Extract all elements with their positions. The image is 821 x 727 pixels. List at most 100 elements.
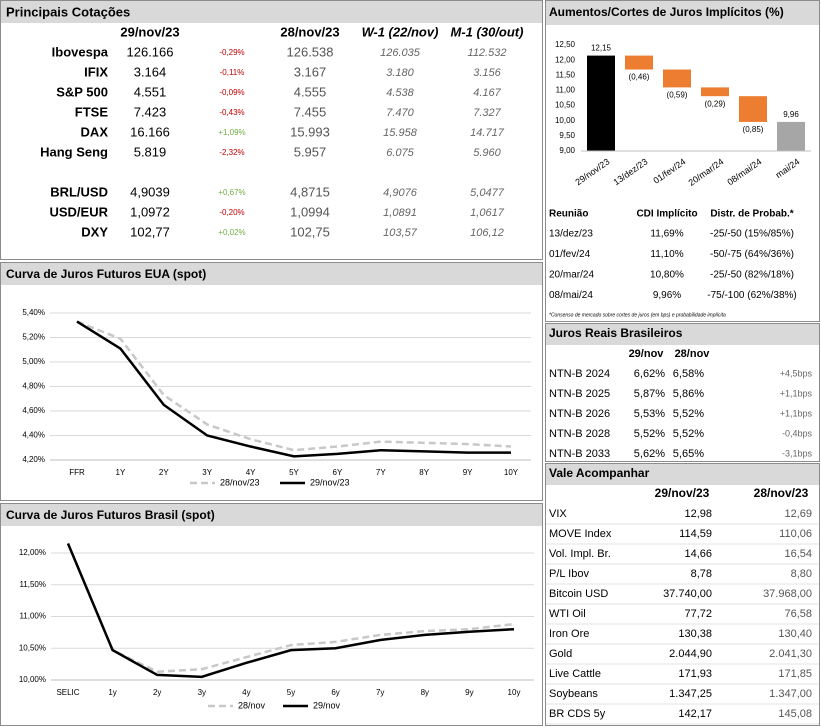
price: 4,9076 bbox=[383, 187, 418, 199]
y-tick-label: 5,40% bbox=[22, 308, 45, 317]
bar bbox=[663, 69, 691, 88]
x-tick-label: 1Y bbox=[116, 468, 126, 477]
row-label: Bitcoin USD bbox=[549, 588, 608, 600]
change: -0,20% bbox=[219, 208, 244, 217]
series-line bbox=[76, 320, 511, 458]
y-tick-label: 9,00 bbox=[559, 146, 575, 155]
row-label: Hang Seng bbox=[40, 144, 108, 159]
x-tick-label: 8y bbox=[421, 688, 429, 697]
cell: 8,78 bbox=[691, 568, 712, 580]
cell: 6,58% bbox=[673, 368, 704, 380]
cell: 20/mar/24 bbox=[549, 270, 594, 281]
price: 7.470 bbox=[386, 107, 414, 119]
panel bbox=[545, 0, 820, 322]
price: 5.819 bbox=[134, 144, 167, 159]
y-tick-label: 4,80% bbox=[22, 382, 45, 391]
y-tick-label: 5,00% bbox=[22, 357, 45, 366]
x-tick-label: 08/mai/24 bbox=[725, 156, 763, 187]
cell: 11,69% bbox=[650, 229, 683, 240]
value-label: 12,15 bbox=[591, 44, 612, 53]
price: 112.532 bbox=[468, 47, 507, 59]
price: 4.538 bbox=[386, 87, 414, 99]
column-header: 28/nov/23 bbox=[280, 24, 339, 39]
row-label: MOVE Index bbox=[549, 528, 612, 540]
price: 102,75 bbox=[290, 224, 330, 239]
cell: 5,62% bbox=[634, 448, 665, 460]
panel-header bbox=[1, 504, 542, 526]
bar bbox=[777, 121, 805, 151]
price: 1,0891 bbox=[383, 207, 417, 219]
cell: -0,4bps bbox=[782, 428, 813, 438]
price: 3.167 bbox=[294, 64, 327, 79]
column-header: M-1 (30/out) bbox=[451, 24, 524, 39]
cell: 16,54 bbox=[784, 548, 812, 560]
price: 4.551 bbox=[134, 84, 167, 99]
column-header: CDI Implícito bbox=[636, 209, 697, 220]
row-label: WTI Oil bbox=[549, 608, 586, 620]
price: 14.717 bbox=[470, 127, 505, 139]
legend-label: 28/nov/23 bbox=[220, 477, 260, 487]
y-tick-label: 12,50 bbox=[555, 40, 576, 49]
cell: +4,5bps bbox=[780, 368, 813, 378]
cell: 9,96% bbox=[653, 290, 681, 301]
panel-header bbox=[1, 263, 542, 285]
bar bbox=[587, 55, 615, 151]
series-line bbox=[76, 320, 512, 452]
price: 3.156 bbox=[473, 67, 501, 79]
legend-label: 28/nov bbox=[238, 700, 266, 710]
cell: 2.044,90 bbox=[669, 648, 712, 660]
panel bbox=[0, 0, 543, 260]
change: +0,02% bbox=[218, 228, 245, 237]
change: +0,67% bbox=[218, 188, 245, 197]
row-label: NTN-B 2028 bbox=[549, 428, 610, 440]
row-label: Gold bbox=[549, 648, 572, 660]
panel-header bbox=[546, 324, 819, 345]
row-label: DXY bbox=[81, 224, 108, 239]
x-tick-label: 10Y bbox=[504, 468, 519, 477]
x-tick-label: 10y bbox=[508, 688, 521, 697]
panel-title: Curva de Juros Futuros Brasil (spot) bbox=[6, 508, 215, 522]
series-line bbox=[66, 542, 515, 679]
row-label: S&P 500 bbox=[56, 84, 108, 99]
cell: 77,72 bbox=[684, 608, 712, 620]
row-label: NTN-B 2025 bbox=[549, 388, 610, 400]
row-label: NTN-B 2024 bbox=[549, 368, 610, 380]
row-label: IFIX bbox=[84, 64, 108, 79]
cell: 1.347,00 bbox=[769, 688, 812, 700]
column-header: 29/nov/23 bbox=[120, 24, 179, 39]
value-label: (0,29) bbox=[705, 99, 726, 108]
row-label: NTN-B 2033 bbox=[549, 448, 610, 460]
price: 1,0617 bbox=[470, 207, 505, 219]
y-tick-label: 12,00% bbox=[19, 548, 46, 557]
price: 126.538 bbox=[287, 44, 334, 59]
cell: 12,69 bbox=[784, 508, 812, 520]
y-tick-label: 9,50 bbox=[559, 131, 575, 140]
cell: -25/-50 (15%/85%) bbox=[710, 229, 794, 240]
x-tick-label: 5y bbox=[287, 688, 295, 697]
x-tick-label: 1y bbox=[108, 688, 116, 697]
x-tick-label: 20/mar/24 bbox=[687, 156, 726, 187]
panel-title: Principais Cotações bbox=[6, 4, 130, 19]
cell: 6,62% bbox=[634, 368, 665, 380]
price: 1,0972 bbox=[130, 204, 170, 219]
column-header: 29/nov/23 bbox=[655, 486, 710, 500]
x-tick-label: 9Y bbox=[463, 468, 473, 477]
cell: 01/fev/24 bbox=[549, 249, 591, 260]
x-tick-label: mai/24 bbox=[774, 156, 802, 180]
cell: 142,17 bbox=[678, 708, 712, 720]
price: 126.035 bbox=[380, 47, 421, 59]
panel-title: Juros Reais Brasileiros bbox=[549, 326, 683, 340]
price: 4,8715 bbox=[290, 184, 330, 199]
x-tick-label: 8Y bbox=[419, 468, 429, 477]
cell: 08/mai/24 bbox=[549, 290, 593, 301]
cell: 2.041,30 bbox=[769, 648, 812, 660]
price: 7.455 bbox=[294, 104, 327, 119]
bar bbox=[739, 96, 767, 122]
cell: 14,66 bbox=[684, 548, 712, 560]
column-header: 28/nov bbox=[675, 348, 711, 360]
x-tick-label: 7y bbox=[376, 688, 384, 697]
change: -0,43% bbox=[219, 108, 244, 117]
cell: 1.347,25 bbox=[669, 688, 712, 700]
panel-title: Vale Acompanhar bbox=[549, 466, 650, 480]
